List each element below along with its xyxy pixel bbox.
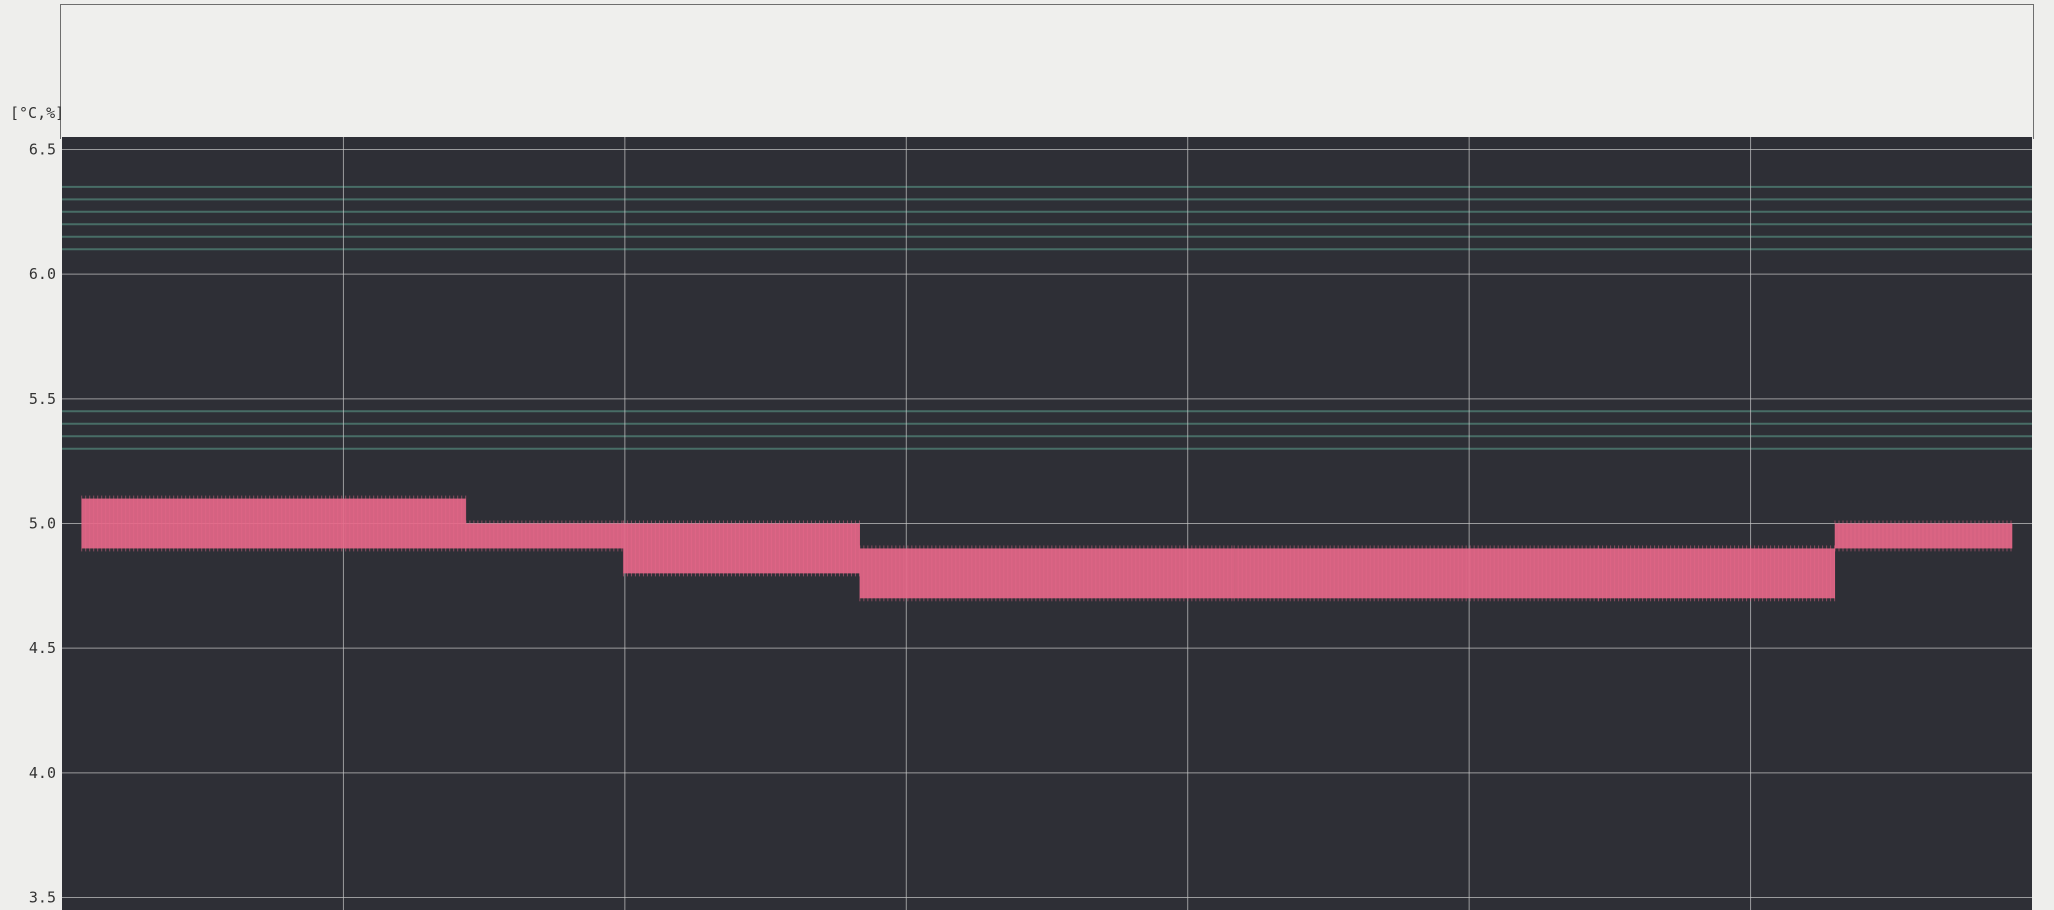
y-tick-label-0: 6.5 [29, 140, 56, 158]
y-tick-label-3: 5.0 [29, 515, 56, 533]
chart-header-frame [60, 4, 2034, 139]
y-tick-labels: 6.5 6.0 5.5 5.0 4.5 4.0 3.5 [29, 140, 56, 906]
series-segment-4 [1234, 548, 1599, 599]
series-temperature [81, 495, 2013, 602]
y-tick-label-2: 5.5 [29, 390, 56, 408]
series-segment-1 [465, 523, 624, 549]
y-tick-label-4: 4.5 [29, 639, 56, 657]
y-axis-unit-label: [°C,%] [10, 104, 65, 122]
y-tick-label-5: 4.0 [29, 764, 56, 782]
series-segment-5 [1598, 548, 1835, 599]
green-bands [62, 185, 2032, 450]
y-tick-label-6: 3.5 [29, 889, 56, 907]
series-segment-2 [623, 523, 860, 574]
series-segment-6 [1835, 523, 2013, 549]
y-tick-label-1: 6.0 [29, 265, 56, 283]
